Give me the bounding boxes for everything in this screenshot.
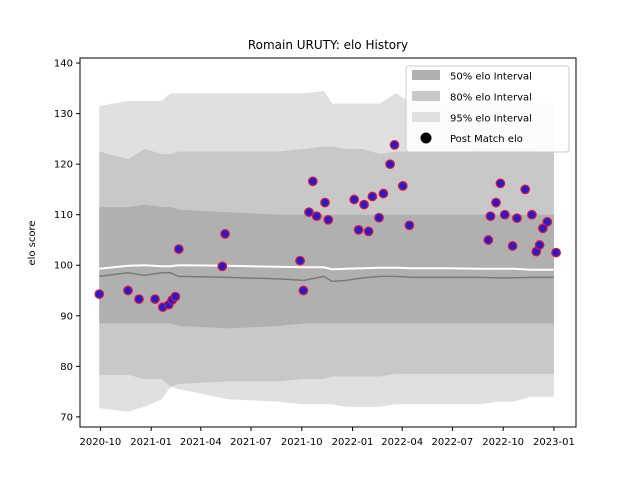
legend-swatch-95 bbox=[412, 112, 440, 122]
y-tick-label: 140 bbox=[54, 59, 73, 70]
data-point bbox=[385, 159, 395, 170]
data-point bbox=[170, 291, 181, 302]
data-point bbox=[507, 241, 518, 251]
legend-label-post-match: Post Match elo bbox=[450, 134, 523, 145]
data-point bbox=[367, 191, 378, 202]
x-tick-label: 2021-07 bbox=[230, 437, 272, 448]
confidence-bands bbox=[99, 90, 554, 412]
y-tick-label: 100 bbox=[54, 261, 73, 272]
secondary-trend-line bbox=[99, 272, 554, 283]
data-point bbox=[320, 197, 330, 208]
y-tick-label: 120 bbox=[54, 160, 73, 171]
legend-box bbox=[405, 65, 570, 153]
data-point bbox=[485, 211, 496, 222]
x-tick-label: 2020-10 bbox=[80, 437, 122, 448]
y-axis: 70 80 90 100 110 120 130 140 bbox=[54, 59, 80, 423]
plot-frame bbox=[79, 57, 577, 428]
x-tick-label: 2022-04 bbox=[381, 437, 423, 448]
data-point bbox=[307, 176, 318, 187]
data-point bbox=[499, 209, 510, 220]
data-point bbox=[311, 211, 322, 222]
data-point bbox=[520, 184, 531, 195]
x-tick-label: 2022-07 bbox=[432, 437, 474, 448]
data-point bbox=[134, 294, 144, 304]
legend-label-50: 50% elo Interval bbox=[450, 72, 532, 83]
data-point bbox=[491, 197, 501, 208]
x-tick-label: 2022-01 bbox=[332, 437, 374, 448]
legend-swatch-50 bbox=[412, 70, 440, 80]
data-point bbox=[512, 213, 522, 224]
data-point bbox=[551, 247, 561, 258]
data-point bbox=[304, 207, 314, 218]
x-tick-label: 2022-10 bbox=[482, 437, 524, 448]
data-point bbox=[363, 226, 374, 237]
data-point bbox=[123, 285, 133, 296]
data-point bbox=[404, 220, 415, 231]
data-point bbox=[495, 178, 506, 189]
data-point bbox=[295, 255, 305, 266]
x-tick-label: 2021-10 bbox=[281, 437, 323, 448]
post-match-points bbox=[94, 140, 561, 313]
data-point bbox=[323, 214, 334, 225]
data-point bbox=[534, 240, 545, 250]
x-tick-label: 2021-01 bbox=[130, 437, 172, 448]
y-axis-label: elo score bbox=[27, 220, 38, 265]
y-tick-label: 80 bbox=[60, 362, 73, 373]
legend-label-80: 80% elo Interval bbox=[450, 93, 532, 104]
y-tick-label: 110 bbox=[54, 210, 73, 221]
legend-label-95: 95% elo Interval bbox=[450, 114, 532, 125]
data-point bbox=[538, 223, 548, 234]
median-elo-line bbox=[99, 264, 554, 271]
chart-title: Romain URUTY: elo History bbox=[248, 38, 408, 52]
data-point bbox=[150, 294, 160, 304]
plot-area bbox=[94, 90, 561, 412]
data-point bbox=[353, 225, 364, 235]
data-point bbox=[378, 188, 389, 199]
data-point bbox=[397, 181, 408, 191]
trend-lines bbox=[99, 264, 554, 283]
legend-swatch-80 bbox=[412, 91, 440, 101]
data-point bbox=[298, 285, 309, 296]
data-point bbox=[374, 212, 384, 223]
data-point bbox=[527, 209, 537, 220]
y-tick-label: 130 bbox=[54, 109, 73, 120]
data-point bbox=[359, 199, 369, 210]
x-tick-label: 2023-01 bbox=[533, 437, 575, 448]
data-point bbox=[220, 229, 230, 239]
y-tick-label: 70 bbox=[60, 412, 73, 423]
data-point bbox=[349, 194, 360, 205]
data-point bbox=[542, 216, 553, 227]
data-point bbox=[389, 140, 400, 150]
legend-marker-post-match bbox=[420, 132, 432, 144]
legend: 50% elo Interval 80% elo Interval 95% el… bbox=[405, 65, 570, 153]
data-point bbox=[483, 235, 494, 245]
x-axis: 2020-10 2021-01 2021-04 2021-07 2021-10 2022-… bbox=[80, 427, 575, 448]
data-point bbox=[217, 261, 228, 272]
y-tick-label: 90 bbox=[60, 311, 73, 322]
data-point bbox=[173, 244, 184, 254]
x-tick-label: 2021-04 bbox=[180, 437, 222, 448]
data-point bbox=[94, 289, 105, 299]
band-50 bbox=[99, 204, 554, 329]
